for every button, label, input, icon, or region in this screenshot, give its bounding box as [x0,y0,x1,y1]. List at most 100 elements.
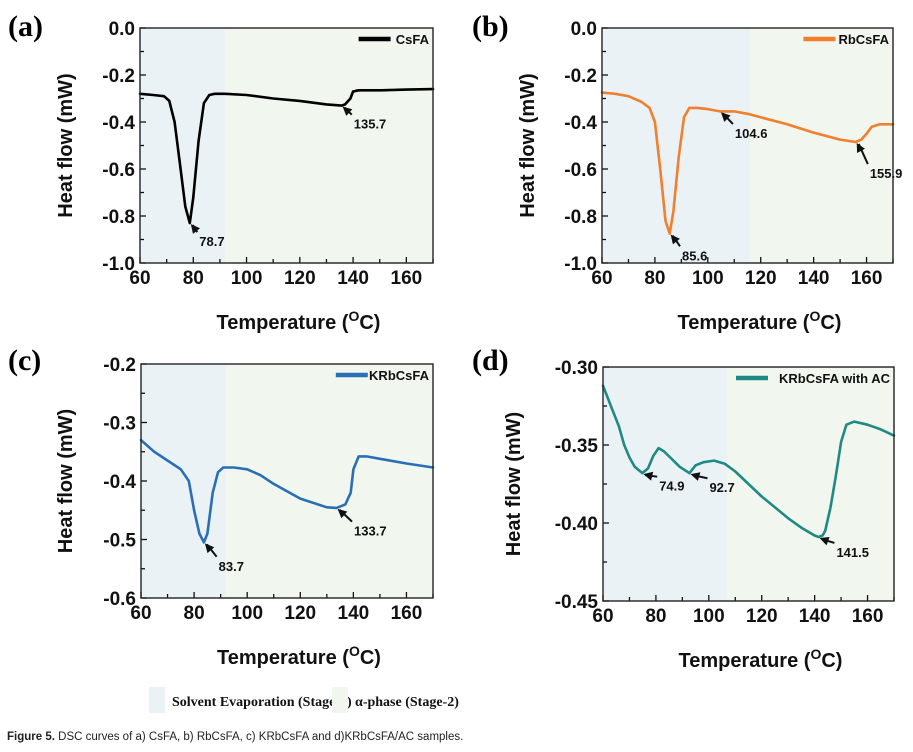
y-tick-label: -1.0 [102,254,135,275]
y-tick-label: -0.6 [564,160,597,181]
x-tick-label: 60 [592,606,613,627]
y-tick-label: -0.4 [102,113,135,134]
plot-frame [602,366,895,602]
panel-letter: (b) [472,10,509,43]
annotation-arrowhead [856,143,865,153]
y-tick-label: -0.45 [555,592,599,613]
annotation-arrowhead [190,224,200,234]
stage-1-region [141,364,226,598]
x-axis-title: Temperature (OC) [679,646,843,672]
series-line-rbcsfa [600,91,895,235]
x-tick-label: 160 [852,606,884,627]
legend-label: RbCsFA [838,32,889,47]
stage-2-region [225,364,433,598]
annotation-arrowhead [337,508,348,519]
annotation-arrowhead [643,471,654,481]
x-axis-title-unit: C) [360,647,381,669]
annotation-label: 74.9 [659,479,684,494]
annotation-label: 83.7 [219,559,244,574]
y-axis-title: Heat flow (mW) [55,73,77,217]
x-tick-label: 100 [231,268,263,289]
y-tick-label: 0.0 [571,19,597,40]
x-tick-label: 120 [746,606,778,627]
y-tick-label: -0.35 [555,436,599,457]
caption-label: Figure 5. [7,731,55,743]
stage-legend-label-stage-2: α-phase (Stage-2) [355,695,459,710]
y-tick-label: -0.5 [103,531,136,552]
y-tick-label: -0.4 [564,113,597,134]
y-axis-title: Heat flow (mW) [503,412,525,556]
chart-panel-a: (a) 60 80 100 120 140 160 0.0 -0.2 -0.4 -0.6 -0.8 -1… [8,10,435,334]
series-line-krbcsfa [139,438,435,544]
x-tick-label: 60 [129,268,150,289]
x-axis-title: Temperature (OC) [217,643,381,669]
x-tick-label: 120 [284,268,316,289]
x-tick-label: 160 [851,268,883,289]
figure-caption: Figure 5. DSC curves of a) CsFA, b) RbCs… [7,731,463,743]
stage-legend: Solvent Evaporation (Stage-1) α-phase (S… [149,687,459,713]
x-tick-label: 100 [693,606,725,627]
legend-label: CsFA [396,32,430,47]
x-axis-title-unit: C) [359,312,380,334]
stage-1-region [140,28,226,263]
y-axis-title: Heat flow (mW) [55,409,77,553]
x-axis-title-degree: O [349,643,360,659]
x-tick-label: 160 [391,268,423,289]
y-tick-label: -0.40 [555,514,598,535]
x-tick-label: 100 [231,603,263,624]
y-tick-label: -0.3 [103,414,136,435]
y-tick-label: -0.8 [564,207,597,228]
x-tick-label: 80 [644,268,665,289]
stage-legend-swatch-stage-1 [149,687,165,713]
x-axis-title-main: Temperature ( [679,650,811,672]
series-line-krbcsfa-with-ac [601,384,896,539]
series-line-csfa [138,87,435,225]
x-tick-label: 60 [591,268,612,289]
legend-label: KRbCsFA with AC [779,371,891,386]
x-tick-label: 120 [745,268,777,289]
y-tick-label: -0.2 [564,66,597,87]
y-tick-label: -0.30 [555,358,598,379]
x-tick-label: 80 [183,268,204,289]
x-axis-title-degree: O [809,308,820,324]
panels-container: (a) 60 80 100 120 140 160 0.0 -0.2 -0.4 -0.6 -0.8 -1… [8,10,902,672]
y-tick-label: -0.8 [102,207,135,228]
y-tick-label: -0.4 [103,472,136,493]
annotation-label: 85.6 [682,248,707,263]
x-axis-title-main: Temperature ( [678,312,810,334]
x-tick-label: 140 [798,268,830,289]
panel-letter: (a) [8,10,43,43]
panel-letter: (c) [8,344,41,377]
legend-label: KRbCsFA [369,368,430,383]
x-axis-title-unit: C) [820,312,841,334]
plot-frame [140,363,434,599]
caption-text: DSC curves of a) CsFA, b) RbCsFA, c) KRb… [58,731,464,743]
chart-panel-d: (d) 60 80 100 120 140 160 -0.30 -0.35 -0.40 -0.45 K… [472,344,896,672]
annotation-arrowhead [690,472,701,481]
annotation-label: 155.9 [870,166,903,181]
annotation-arrowhead [204,543,215,554]
y-axis-title: Heat flow (mW) [517,73,539,217]
y-tick-label: -0.6 [103,589,136,610]
panel-letter: (d) [472,344,509,377]
x-tick-label: 100 [692,268,724,289]
annotation-arrowhead [670,234,680,245]
x-axis-title: Temperature (OC) [217,308,381,334]
annotation-label: 104.6 [735,126,768,141]
x-tick-label: 160 [391,603,423,624]
x-axis-title-degree: O [810,646,821,662]
x-axis-title-main: Temperature ( [217,647,349,669]
y-tick-label: -0.2 [103,355,136,376]
plot-frame [601,27,894,264]
x-tick-label: 140 [799,606,831,627]
stage-2-region [750,28,893,263]
x-axis-title: Temperature (OC) [678,308,842,334]
y-tick-label: -0.6 [102,160,135,181]
y-tick-label: -1.0 [564,254,597,275]
y-tick-label: 0.0 [109,19,135,40]
stage-1-region [602,28,751,263]
x-tick-label: 140 [338,603,370,624]
annotation-label: 92.7 [709,480,734,495]
x-axis-title-degree: O [348,308,359,324]
stage-legend-label-stage-1: Solvent Evaporation (Stage-1) [172,695,352,710]
